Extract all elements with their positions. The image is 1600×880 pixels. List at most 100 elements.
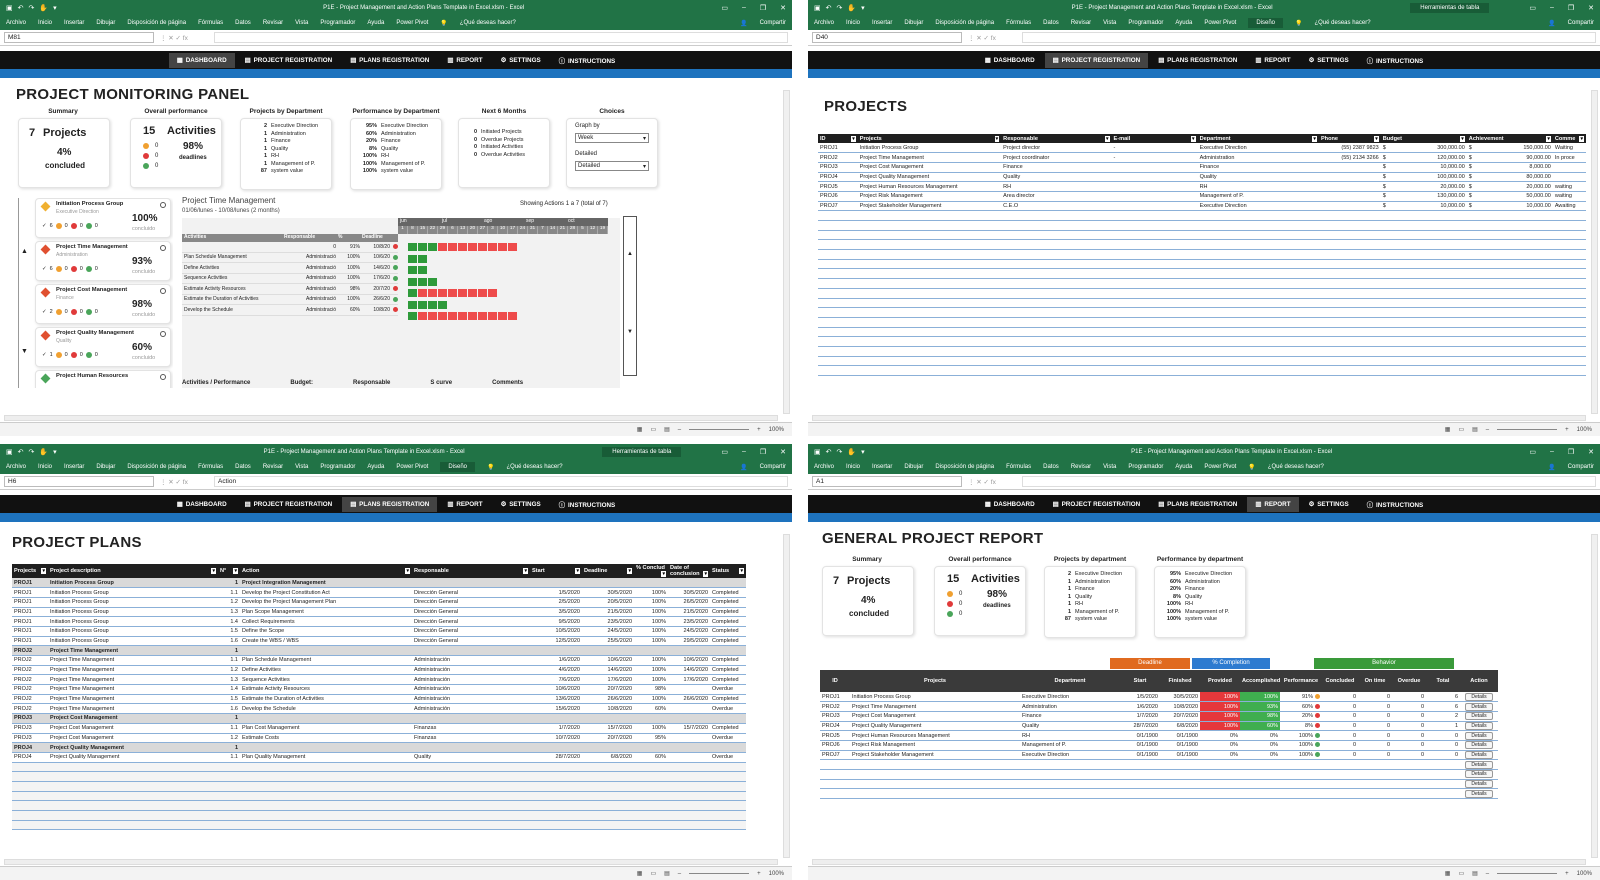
empty-cell[interactable]	[1318, 298, 1381, 309]
ribbon-tab[interactable]: Archivo	[814, 20, 835, 26]
details-button[interactable]: Details	[1465, 731, 1493, 740]
table-cell[interactable]: 95%	[634, 733, 668, 744]
empty-cell[interactable]	[1111, 298, 1198, 309]
page-layout-icon[interactable]: ▭	[1458, 427, 1465, 433]
table-cell[interactable]: Administration	[1197, 152, 1319, 163]
empty-cell[interactable]	[710, 800, 746, 811]
table-row[interactable]: PROJ1 Initiation Process Group Project dir…	[818, 143, 1586, 154]
ribbon-tab[interactable]: Dibujar	[904, 464, 924, 470]
table-cell[interactable]: PROJ4	[820, 721, 850, 732]
table-row[interactable]: PROJ5 Project Human Resources Management R…	[818, 181, 1586, 192]
table-cell[interactable]: 20/7/2020	[582, 684, 634, 695]
empty-cell[interactable]	[1197, 317, 1319, 328]
empty-cell[interactable]	[1318, 259, 1381, 270]
nav-plans-registration[interactable]: ▤ PLANS REGISTRATION	[1150, 497, 1245, 512]
name-box[interactable]: D40	[812, 32, 962, 43]
empty-cell[interactable]	[1552, 327, 1586, 338]
empty-cell[interactable]	[218, 781, 240, 792]
empty-row[interactable]	[12, 800, 746, 811]
table-cell[interactable]: PROJ2	[12, 674, 48, 686]
filter-dropdown-icon[interactable]: ▾	[1579, 135, 1584, 142]
empty-cell[interactable]	[1380, 307, 1467, 318]
table-cell[interactable]: Plan Schedule Management	[240, 655, 412, 666]
empty-cell[interactable]	[1466, 346, 1553, 357]
empty-cell[interactable]	[1120, 779, 1160, 790]
column-header[interactable]: Budget ▾	[1380, 134, 1467, 143]
empty-cell[interactable]	[1020, 779, 1120, 790]
empty-cell[interactable]	[1466, 356, 1553, 367]
tell-me-input[interactable]: ¿Qué deseas hacer?	[1314, 20, 1371, 26]
normal-view-icon[interactable]: ▦	[636, 871, 643, 877]
empty-cell[interactable]	[1466, 317, 1553, 328]
table-cell[interactable]: Initiation Process Group	[48, 597, 218, 608]
filter-dropdown-icon[interactable]: ▾	[1104, 135, 1110, 142]
empty-cell[interactable]	[818, 239, 858, 251]
empty-cell[interactable]	[818, 220, 858, 231]
customize-icon[interactable]: ▾	[861, 449, 865, 456]
table-row[interactable]: PROJ2 Project Time Management 1	[12, 645, 746, 656]
empty-cell[interactable]	[218, 762, 240, 773]
zoom-slider[interactable]	[1497, 873, 1558, 874]
empty-row[interactable]	[12, 791, 746, 802]
empty-cell[interactable]	[850, 779, 1020, 790]
ribbon-tab[interactable]: Disposición de página	[935, 464, 995, 470]
empty-cell[interactable]	[1466, 327, 1553, 338]
nav-dashboard[interactable]: ▦ DASHBOARD	[977, 53, 1043, 68]
empty-cell[interactable]	[1001, 356, 1112, 367]
undo-icon[interactable]: ↶	[825, 449, 832, 456]
empty-cell[interactable]	[1322, 759, 1358, 770]
empty-row[interactable]	[818, 278, 1586, 289]
table-cell[interactable]	[634, 645, 668, 656]
table-row[interactable]: PROJ4 Project Quality Management 1.1 Plan Q…	[12, 752, 746, 763]
table-cell[interactable]	[582, 742, 634, 753]
empty-row[interactable]	[818, 210, 1586, 221]
zoom-out-icon[interactable]: –	[1485, 426, 1490, 433]
page-break-icon[interactable]: ▤	[1472, 427, 1478, 433]
table-cell[interactable]: 20%	[1280, 711, 1322, 722]
empty-cell[interactable]	[1380, 210, 1467, 221]
table-cell[interactable]: Dirección General	[412, 636, 530, 647]
undo-icon[interactable]: ↶	[17, 449, 24, 456]
table-cell[interactable]: Completed	[710, 626, 746, 637]
page-layout-icon[interactable]: ▭	[1458, 871, 1465, 877]
table-cell[interactable]: 0	[1392, 692, 1426, 703]
table-cell[interactable]: Project Time Management	[48, 674, 218, 686]
share-button[interactable]: Compartir	[1567, 20, 1594, 26]
filter-dropdown-icon[interactable]: ▾	[1460, 135, 1465, 142]
empty-cell[interactable]	[1001, 327, 1112, 338]
ribbon-tab[interactable]: Insertar	[872, 20, 893, 26]
table-cell[interactable]: PROJ7	[820, 750, 850, 761]
table-cell[interactable]: 0	[1358, 750, 1392, 761]
filter-dropdown-icon[interactable]: ▾	[211, 568, 216, 574]
table-cell[interactable]: Finance	[1020, 711, 1120, 722]
table-cell[interactable]	[634, 578, 668, 589]
table-cell[interactable]: 0	[1358, 692, 1392, 703]
empty-cell[interactable]	[1358, 759, 1392, 770]
empty-cell[interactable]	[240, 800, 412, 811]
table-row[interactable]: PROJ7 Project Stakeholder Management Execu…	[820, 750, 1498, 761]
table-cell[interactable]: 100%	[634, 636, 668, 647]
empty-cell[interactable]	[1200, 788, 1240, 800]
table-cell[interactable]: 1.5	[218, 626, 240, 637]
empty-cell[interactable]	[1466, 307, 1553, 318]
table-cell[interactable]	[634, 713, 668, 724]
table-cell[interactable]: 29/5/2020	[668, 636, 710, 647]
empty-cell[interactable]	[1552, 259, 1586, 270]
table-cell[interactable]: 0	[1392, 711, 1426, 722]
empty-cell[interactable]	[1380, 317, 1467, 328]
table-cell[interactable]	[1111, 201, 1198, 212]
share-icon[interactable]: 👤	[740, 464, 748, 471]
empty-cell[interactable]	[530, 771, 582, 782]
nav-dashboard[interactable]: ▦ DASHBOARD	[168, 52, 235, 68]
empty-cell[interactable]	[857, 249, 1002, 260]
empty-cell[interactable]	[48, 800, 218, 811]
empty-row[interactable]	[818, 239, 1586, 251]
table-cell[interactable]	[1552, 162, 1586, 173]
empty-row[interactable]	[818, 356, 1586, 367]
table-cell[interactable]: Project Time Management	[48, 655, 218, 666]
empty-cell[interactable]	[12, 791, 48, 802]
empty-cell[interactable]	[1380, 239, 1467, 251]
nav-settings[interactable]: ⚙ SETTINGS	[1301, 53, 1357, 68]
table-cell[interactable]: Plan Scope Management	[240, 607, 412, 618]
table-cell[interactable]: 100%	[1280, 750, 1322, 761]
